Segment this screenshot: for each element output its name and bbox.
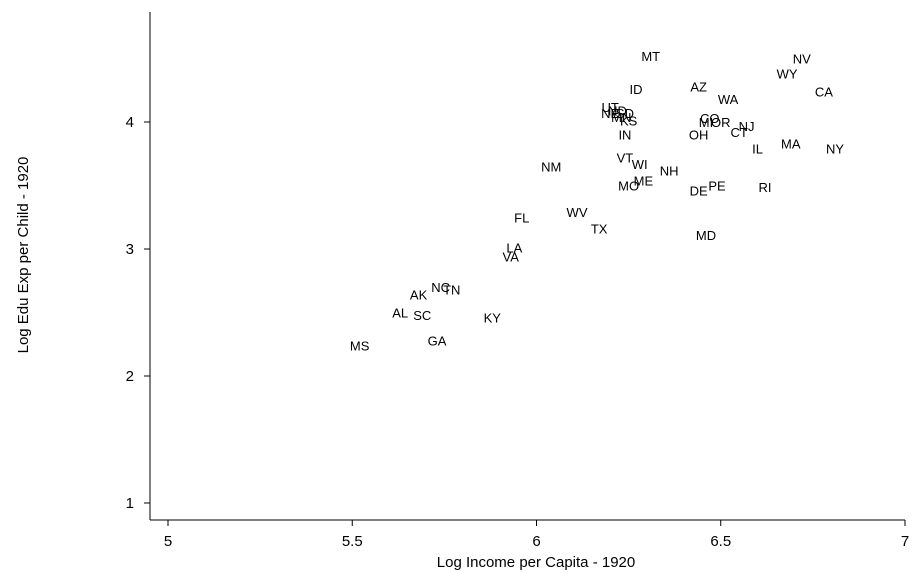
- y-axis-ticks: 1 2 3 4: [126, 114, 150, 512]
- plot-area: [149, 12, 905, 521]
- x-tick-label: 7: [901, 533, 909, 550]
- point-label-wy: WY: [777, 67, 798, 82]
- point-label-wi: WI: [632, 157, 648, 172]
- point-label-de: DE: [690, 184, 708, 199]
- point-label-ky: KY: [484, 311, 502, 326]
- x-axis-title: Log Income per Capita - 1920: [437, 554, 635, 571]
- point-label-ga: GA: [428, 333, 447, 348]
- point-label-ct: CT: [731, 125, 748, 140]
- point-label-ut: UT: [602, 100, 619, 115]
- point-label-mo: MO: [618, 179, 639, 194]
- point-label-mn: MN: [611, 110, 631, 125]
- x-tick-label: 5.5: [342, 533, 363, 550]
- point-label-mi: MI: [699, 115, 713, 130]
- y-axis-title: Log Edu Exp per Child - 1920: [15, 157, 32, 354]
- point-label-in: IN: [618, 128, 631, 143]
- point-label-nh: NH: [660, 163, 679, 178]
- point-label-ny: NY: [826, 142, 844, 157]
- point-label-nj: NJ: [739, 119, 755, 134]
- y-tick-label: 3: [126, 241, 134, 258]
- point-label-md: MD: [696, 228, 716, 243]
- point-label-ms: MS: [350, 339, 370, 354]
- point-label-wa: WA: [718, 92, 739, 107]
- point-label-pe: PE: [708, 179, 726, 194]
- point-label-or: OR: [711, 115, 731, 130]
- point-label-nd: ND: [608, 104, 627, 119]
- point-label-tn: TN: [443, 283, 460, 298]
- x-tick-label: 5: [164, 533, 172, 550]
- point-label-ri: RI: [758, 180, 771, 195]
- x-tick-label: 6: [532, 533, 540, 550]
- x-axis-ticks: 5 5.5 6 6.5 7: [164, 520, 909, 550]
- y-tick-label: 4: [126, 114, 134, 131]
- point-label-co: CO: [700, 111, 720, 126]
- point-label-va: VA: [503, 250, 520, 265]
- point-label-nc: NC: [431, 280, 450, 295]
- y-tick-label: 1: [126, 495, 134, 512]
- point-label-mt: MT: [641, 49, 660, 64]
- point-label-wv: WV: [567, 205, 588, 220]
- point-label-il: IL: [752, 142, 763, 157]
- point-label-id: ID: [629, 82, 642, 97]
- point-label-ma: MA: [781, 137, 801, 152]
- point-label-tx: TX: [591, 222, 608, 237]
- point-label-ks: KS: [620, 114, 638, 129]
- point-label-vt: VT: [617, 151, 634, 166]
- point-label-sd: SD: [616, 106, 634, 121]
- point-label-nm: NM: [541, 159, 561, 174]
- point-label-ca: CA: [815, 85, 833, 100]
- point-label-sc: SC: [413, 308, 431, 323]
- point-label-fl: FL: [514, 210, 529, 225]
- point-label-az: AZ: [690, 79, 707, 94]
- point-label-ne: NE: [601, 106, 619, 121]
- x-tick-label: 6.5: [710, 533, 731, 550]
- y-tick-label: 2: [126, 368, 134, 385]
- point-label-oh: OH: [689, 128, 709, 143]
- point-label-ak: AK: [410, 288, 428, 303]
- point-label-al: AL: [392, 306, 408, 321]
- point-label-la: LA: [506, 241, 522, 256]
- point-label-nv: NV: [793, 52, 811, 67]
- point-label-me: ME: [634, 173, 654, 188]
